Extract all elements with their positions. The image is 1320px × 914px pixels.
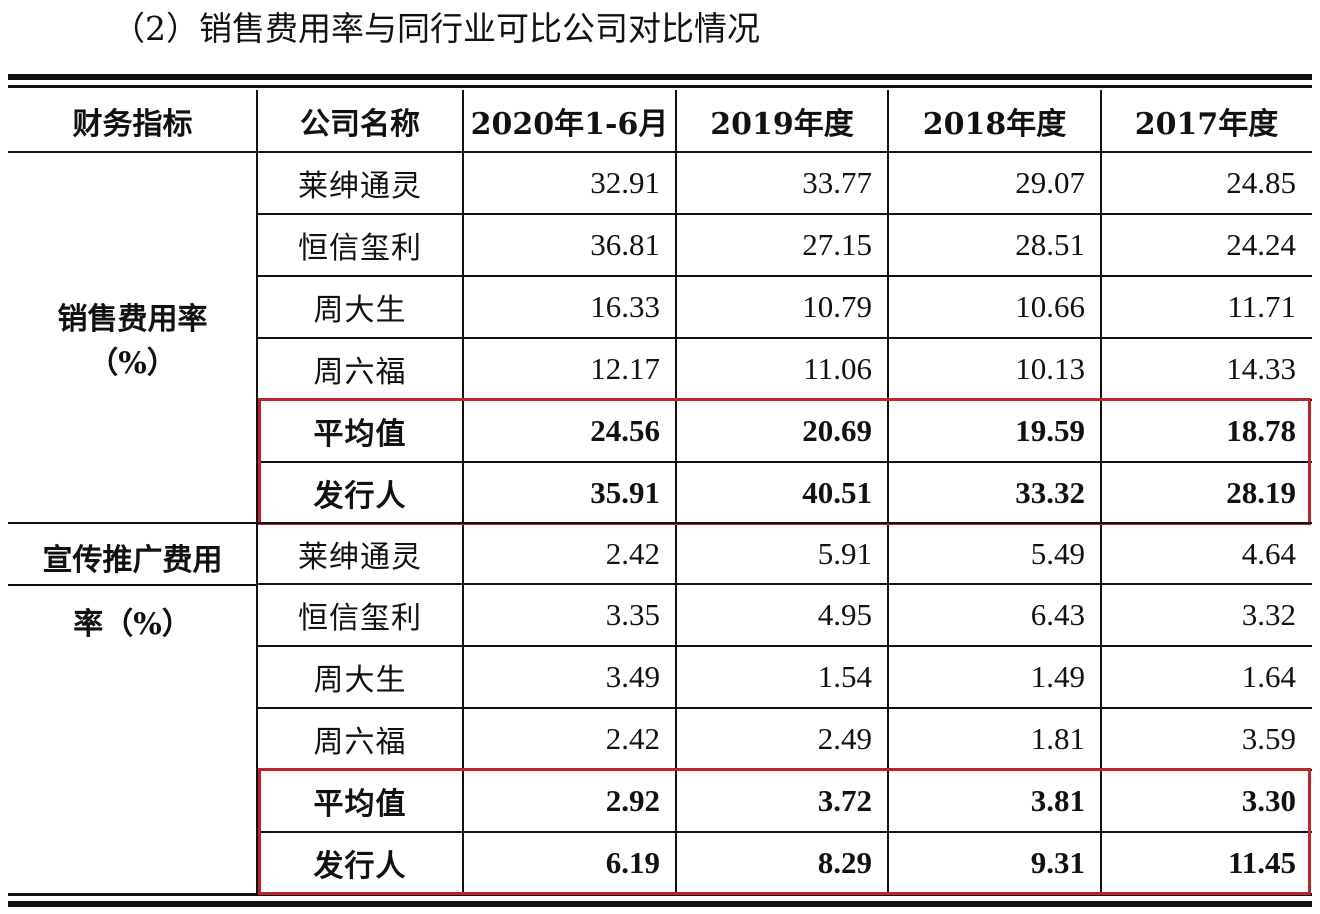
column-divider <box>256 90 258 893</box>
value-cell: 8.29 <box>817 844 872 880</box>
value-cell: 28.51 <box>1015 227 1085 262</box>
row-divider <box>257 213 1312 215</box>
column-divider <box>1100 90 1102 893</box>
bottom-thick-rule <box>8 901 1312 907</box>
company-name: 莱绅通灵 <box>298 539 422 575</box>
value-cell: 19.59 <box>1015 413 1085 448</box>
value-cell: 11.06 <box>803 351 872 386</box>
value-cell: 1.64 <box>1241 659 1296 694</box>
value-cell: 3.35 <box>605 597 660 632</box>
company-name: 发行人 <box>313 848 407 884</box>
value-cell: 1.54 <box>817 659 872 694</box>
row-divider <box>257 583 1312 585</box>
row-divider <box>257 275 1312 277</box>
value-cell: 24.85 <box>1226 165 1296 200</box>
row-divider <box>257 461 1312 463</box>
value-cell: 29.07 <box>1015 165 1085 200</box>
value-cell: 5.91 <box>817 535 872 571</box>
value-cell: 36.81 <box>590 227 660 262</box>
column-divider <box>887 90 889 893</box>
row-divider <box>257 645 1312 647</box>
company-name: 恒信玺利 <box>298 231 422 266</box>
company-name: 周六福 <box>313 725 407 760</box>
metric-divider <box>8 584 257 586</box>
value-cell: 16.33 <box>590 289 660 324</box>
value-cell: 40.51 <box>802 474 872 510</box>
value-cell: 32.91 <box>590 165 660 200</box>
value-cell: 9.31 <box>1030 844 1085 880</box>
metric-label-line2: （%） <box>88 345 177 381</box>
header-rule <box>8 151 1312 153</box>
value-cell: 5.49 <box>1030 535 1085 571</box>
top-thin-rule <box>8 85 1312 88</box>
column-header: 财务指标 <box>72 107 193 142</box>
highlight-box <box>258 768 1311 895</box>
value-cell: 3.30 <box>1241 783 1296 818</box>
value-cell: 10.66 <box>1015 289 1085 324</box>
company-name: 周大生 <box>313 293 407 328</box>
value-cell: 10.13 <box>1015 351 1085 386</box>
value-cell: 6.19 <box>605 844 660 880</box>
value-cell: 24.24 <box>1226 227 1296 262</box>
column-header: 2020年1-6月 <box>470 107 669 142</box>
column-divider <box>675 90 677 893</box>
value-cell: 3.72 <box>817 783 872 818</box>
value-cell: 33.32 <box>1015 474 1085 510</box>
value-cell: 20.69 <box>802 413 872 448</box>
value-cell: 3.81 <box>1030 783 1085 818</box>
row-divider <box>257 337 1312 339</box>
row-divider <box>257 707 1312 709</box>
value-cell: 10.79 <box>802 289 872 324</box>
value-cell: 6.43 <box>1030 597 1085 632</box>
value-cell: 11.71 <box>1227 289 1296 324</box>
company-name: 恒信玺利 <box>298 601 422 636</box>
column-divider <box>462 90 464 893</box>
value-cell: 12.17 <box>590 351 660 386</box>
metric-label: 宣传推广费用 率（%） <box>8 523 257 643</box>
company-name: 平均值 <box>313 787 407 822</box>
top-thick-rule <box>8 74 1312 80</box>
value-cell: 18.78 <box>1226 413 1296 448</box>
company-name: 莱绅通灵 <box>298 169 422 204</box>
metric-label-line1: 销售费用率 <box>57 301 208 337</box>
column-header: 2019年度 <box>710 107 854 142</box>
value-cell: 2.42 <box>605 535 660 571</box>
value-cell: 28.19 <box>1226 474 1296 510</box>
company-name: 周大生 <box>313 663 407 698</box>
value-cell: 3.32 <box>1241 597 1296 632</box>
value-cell: 4.95 <box>817 597 872 632</box>
value-cell: 33.77 <box>802 165 872 200</box>
value-cell: 2.49 <box>817 721 872 756</box>
company-name: 周六福 <box>313 355 407 390</box>
value-cell: 11.45 <box>1227 844 1296 880</box>
company-name: 发行人 <box>313 478 407 514</box>
value-cell: 3.49 <box>605 659 660 694</box>
value-cell: 3.59 <box>1241 721 1296 756</box>
metric-label: 销售费用率 （%） <box>8 152 257 523</box>
section-heading: （2）销售费用率与同行业可比公司对比情况 <box>112 9 760 48</box>
row-divider <box>257 831 1312 833</box>
metric-label-line2: 率（%） <box>73 607 192 642</box>
value-cell: 4.64 <box>1241 535 1296 571</box>
metric-label-line1: 宣传推广费用 <box>42 543 223 578</box>
value-cell: 35.91 <box>590 474 660 510</box>
company-name: 平均值 <box>313 417 407 452</box>
column-header: 公司名称 <box>300 107 420 142</box>
column-header: 2017年度 <box>1134 107 1279 142</box>
value-cell: 2.42 <box>605 721 660 756</box>
value-cell: 1.81 <box>1030 721 1085 756</box>
highlight-box <box>258 398 1311 525</box>
value-cell: 1.49 <box>1030 659 1085 694</box>
value-cell: 27.15 <box>802 227 872 262</box>
value-cell: 2.92 <box>605 783 660 818</box>
column-header: 2018年度 <box>922 107 1067 142</box>
section-divider <box>8 522 1312 524</box>
value-cell: 14.33 <box>1226 351 1296 386</box>
value-cell: 24.56 <box>590 413 660 448</box>
